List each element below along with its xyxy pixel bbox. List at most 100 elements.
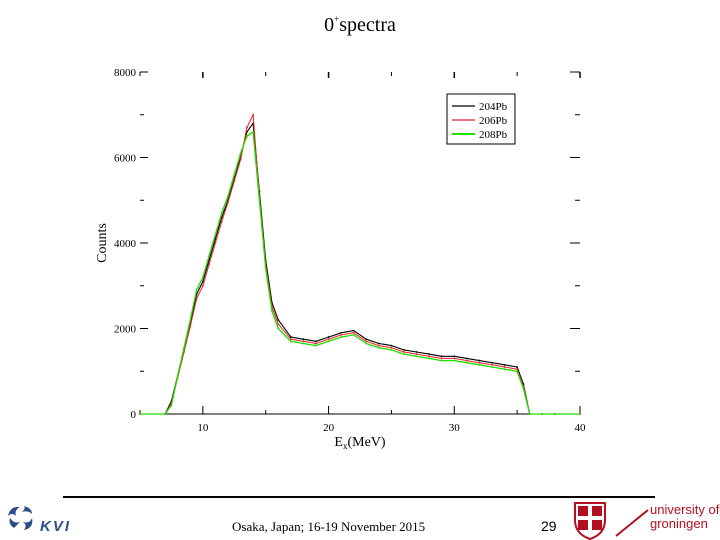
university-slash-icon [615, 509, 649, 537]
footer-text: Osaka, Japan; 16-19 November 2015 [232, 519, 426, 534]
data-point-204Pb [377, 342, 380, 345]
data-point-206Pb [440, 357, 443, 360]
chart-legend: 204Pb 206Pb 208Pb [446, 93, 516, 145]
page-number: 29 [541, 518, 557, 534]
data-point-208Pb [227, 195, 229, 197]
data-point-208Pb [340, 336, 343, 338]
data-point-206Pb [227, 201, 229, 204]
data-point-206Pb [403, 351, 405, 353]
title-rest: spectra [339, 14, 396, 36]
slide-title: 0+spectra [0, 14, 720, 37]
university-wordmark: university of groningen [650, 503, 719, 531]
data-point-208Pb [258, 199, 261, 202]
data-point-204Pb [327, 336, 330, 338]
chart-series [139, 113, 581, 415]
data-point-208Pb [302, 342, 305, 345]
data-point-206Pb [189, 325, 192, 328]
data-point-206Pb [365, 340, 368, 343]
data-point-204Pb [478, 359, 481, 362]
data-point-208Pb [201, 276, 204, 279]
legend-box [446, 93, 516, 145]
data-point-206Pb [491, 363, 493, 366]
y-axis-label: Counts [95, 223, 110, 263]
data-point-206Pb [277, 323, 280, 326]
data-point-208Pb [264, 267, 267, 270]
y-tick-label: 4000 [114, 238, 137, 250]
data-point-208Pb [164, 413, 167, 415]
data-point-208Pb [277, 327, 280, 330]
data-point-204Pb [465, 357, 468, 360]
university-line1: university of [650, 502, 720, 517]
data-point-208Pb [365, 342, 368, 345]
data-point-208Pb [271, 310, 273, 313]
data-point-208Pb [233, 173, 236, 176]
data-point-204Pb [390, 344, 393, 347]
data-point-206Pb [289, 338, 292, 341]
data-point-204Pb [403, 348, 405, 351]
series-line-206Pb [140, 114, 580, 415]
data-point-204Pb [277, 319, 280, 321]
data-point-206Pb [340, 334, 343, 336]
legend-label-206Pb: 206Pb [479, 115, 508, 127]
x-tick-label: 40 [575, 422, 587, 434]
footer-divider [63, 496, 655, 498]
data-point-208Pb [289, 340, 292, 343]
y-tick-label: 0 [131, 409, 137, 421]
data-point-208Pb [208, 254, 211, 257]
data-point-208Pb [252, 130, 255, 133]
data-point-206Pb [327, 338, 330, 341]
data-point-204Pb [440, 355, 443, 358]
data-point-204Pb [503, 363, 506, 366]
data-point-204Pb [315, 340, 317, 343]
data-point-208Pb [239, 152, 242, 155]
data-point-204Pb [208, 259, 211, 261]
data-point-208Pb [315, 344, 317, 347]
data-point-204Pb [491, 361, 493, 364]
chart-axes: 0 2000 4000 6000 8000 10 20 30 40 Ex(MeV) Counts [95, 67, 586, 451]
y-tick-label: 2000 [114, 324, 137, 336]
data-point-208Pb [541, 413, 544, 415]
data-point-204Pb [302, 338, 305, 341]
x-axis-label: Ex(MeV) [334, 435, 385, 451]
title-superscript: + [334, 14, 340, 24]
data-point-206Pb [315, 342, 317, 345]
data-point-208Pb [503, 368, 506, 371]
data-point-208Pb [170, 404, 173, 407]
data-point-206Pb [302, 340, 305, 343]
data-point-204Pb [516, 366, 519, 368]
y-tick-label: 8000 [114, 67, 137, 79]
data-point-204Pb [214, 237, 217, 240]
data-point-208Pb [245, 135, 248, 138]
series-line-204Pb [140, 122, 580, 415]
data-point-208Pb [491, 366, 493, 368]
university-crest-icon [574, 502, 606, 540]
data-point-208Pb [139, 413, 141, 415]
y-tick-label: 6000 [114, 153, 137, 165]
university-line2: groningen [650, 516, 708, 531]
data-point-206Pb [390, 346, 393, 349]
data-point-208Pb [428, 357, 431, 360]
data-point-208Pb [352, 334, 355, 336]
data-point-208Pb [195, 289, 198, 291]
data-point-204Pb [340, 331, 343, 334]
data-point-208Pb [403, 353, 405, 356]
data-point-208Pb [189, 319, 192, 321]
data-point-206Pb [415, 353, 418, 356]
data-point-206Pb [195, 297, 198, 300]
data-point-204Pb [289, 336, 292, 338]
data-point-208Pb [528, 413, 531, 415]
title-main: 0 [324, 14, 335, 36]
data-point-208Pb [377, 346, 380, 349]
data-point-204Pb [220, 216, 223, 219]
kvi-logo-text: KVI [40, 518, 72, 535]
data-point-208Pb [390, 348, 393, 351]
data-point-204Pb [365, 338, 368, 341]
data-point-208Pb [214, 233, 217, 236]
data-point-204Pb [352, 329, 355, 332]
data-point-204Pb [453, 355, 456, 358]
data-point-206Pb [352, 331, 355, 334]
data-point-204Pb [201, 280, 204, 283]
data-point-206Pb [214, 242, 217, 244]
data-point-208Pb [415, 355, 418, 358]
